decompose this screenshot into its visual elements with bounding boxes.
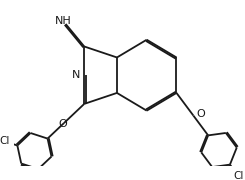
Text: Cl: Cl <box>0 136 9 146</box>
Text: NH: NH <box>55 16 71 26</box>
Text: N: N <box>72 70 80 80</box>
Text: O: O <box>196 109 205 119</box>
Text: O: O <box>58 119 67 129</box>
Text: Cl: Cl <box>233 171 244 180</box>
